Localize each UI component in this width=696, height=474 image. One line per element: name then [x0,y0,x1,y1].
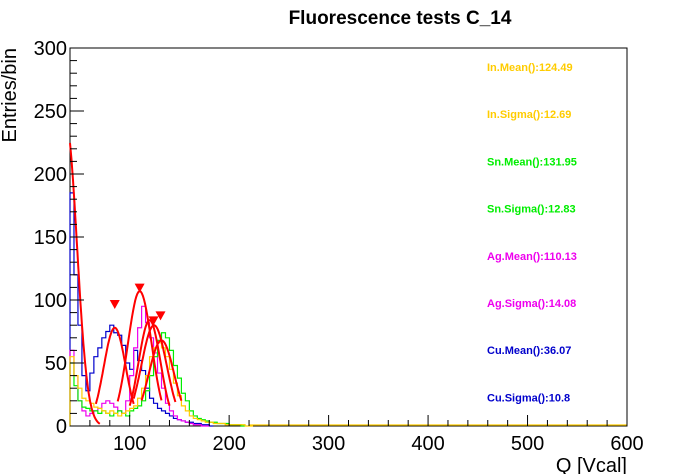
stat-label: Sn.Mean():131.95 [487,156,577,168]
peak-markers [109,283,166,326]
y-tick-label: 150 [34,227,67,249]
gaussian-fits [69,142,183,425]
axes: 100 200 300 400 500 600 0 50 100 150 200 250 300 [34,38,644,455]
y-tick-label: 200 [34,164,67,186]
x-tick-label: 500 [511,433,544,455]
y-tick-label: 0 [56,416,67,438]
x-tick-label: 600 [610,433,643,455]
stat-label: Sn.Sigma():12.83 [487,204,576,216]
peak-marker-4 [155,311,166,321]
y-axis-label: Entries/bin [0,48,21,143]
fit-curve-5 [132,324,177,403]
y-tick-label: 250 [34,101,67,123]
y-tick-label: 300 [34,38,67,60]
x-axis-label: Q [Vcal] [556,455,627,474]
y-tick-label: 100 [34,290,67,312]
y-tick-label: 50 [45,353,67,375]
stats-legend: In.Mean():124.49 In.Sigma():12.69 Sn.Mean(… [487,62,577,404]
peak-marker-2 [134,283,145,293]
x-tick-label: 300 [312,433,345,455]
fit-curve-1 [69,142,101,425]
x-tick-label: 400 [411,433,444,455]
peak-marker-3 [148,316,159,326]
stat-label: In.Mean():124.49 [487,62,573,74]
fit-curve-3 [116,290,163,402]
x-tick-label: 100 [113,433,146,455]
stat-label: Ag.Sigma():14.08 [487,298,576,310]
stat-label: Cu.Sigma():10.8 [487,392,570,404]
histogram-sn [69,332,246,427]
x-tick-label: 200 [212,433,245,455]
peak-marker-1 [109,300,120,310]
fit-curve-6 [140,339,183,401]
stat-label: Ag.Mean():110.13 [487,251,577,263]
fit-curve-4 [128,319,171,406]
stat-label: In.Sigma():12.69 [487,109,571,121]
chart-title: Fluorescence tests C_14 [289,8,512,29]
histogram-ag [69,305,210,427]
fit-curve-2 [94,326,135,405]
stat-label: Cu.Mean():36.07 [487,345,571,357]
